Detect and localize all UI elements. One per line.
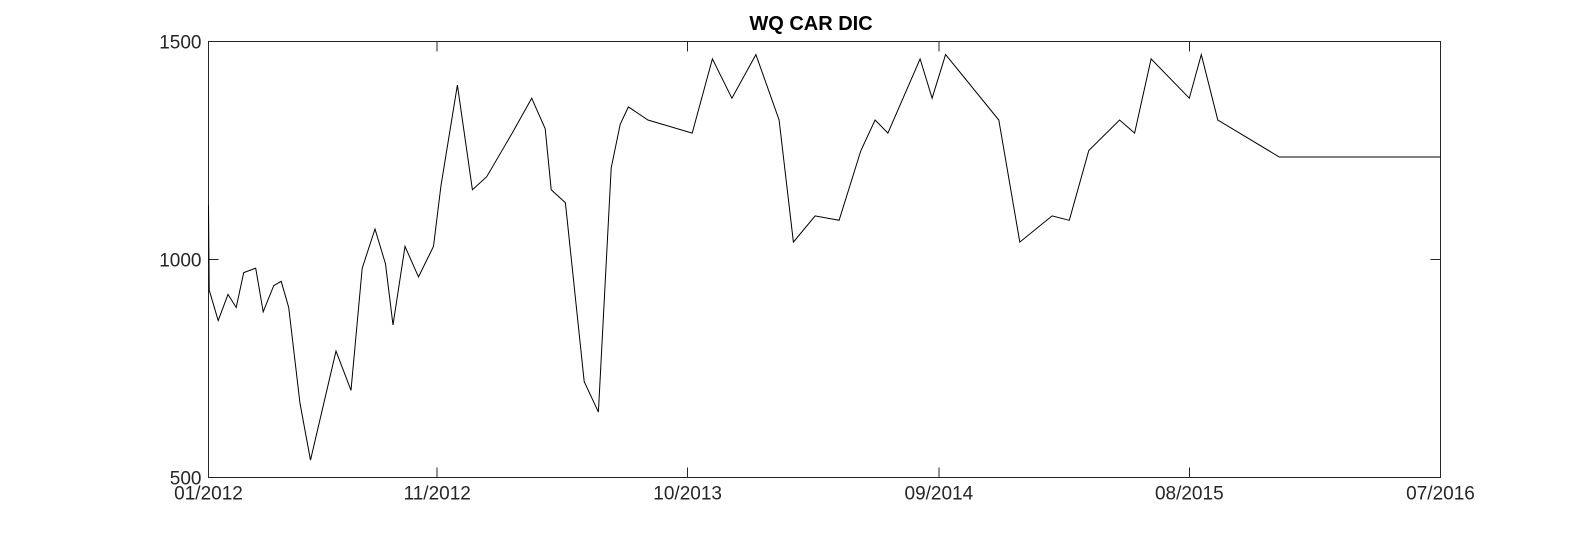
x-tick-label: 11/2012 <box>404 484 471 505</box>
x-tick-label: 01/2012 <box>174 484 243 505</box>
series-line <box>208 52 1441 461</box>
x-tick-label: 07/2016 <box>1406 484 1475 505</box>
y-tick-label: 1000 <box>159 251 201 272</box>
plot-area-frame <box>208 41 1441 478</box>
x-tick-label: 08/2015 <box>1155 484 1224 505</box>
x-tick-label: 10/2013 <box>653 484 722 505</box>
y-tick-label: 500 <box>170 469 202 490</box>
y-axis: 500 1000 1500 <box>159 33 1441 490</box>
x-axis: 01/2012 11/2012 10/2013 09/2014 08/2015 07/20… <box>174 41 1475 505</box>
y-tick-label: 1500 <box>159 33 201 54</box>
x-tick-label: 09/2014 <box>905 484 974 505</box>
chart-title: WQ CAR DIC <box>749 13 872 35</box>
